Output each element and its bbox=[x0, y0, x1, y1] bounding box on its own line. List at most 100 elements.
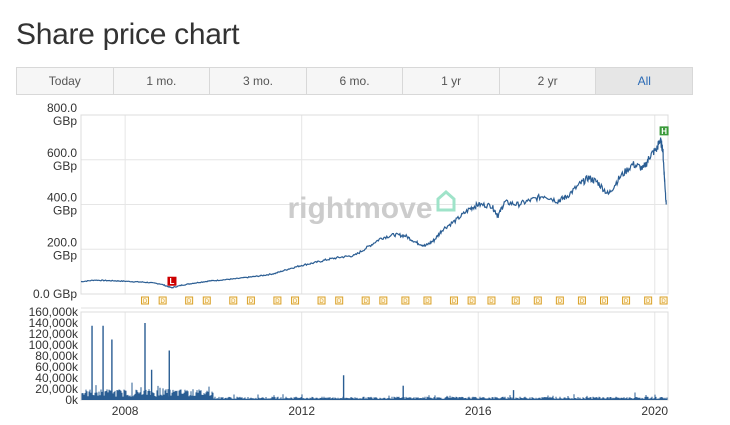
high-marker-label: H bbox=[661, 127, 667, 136]
dividend-marker-label: D bbox=[558, 299, 563, 305]
dividend-marker[interactable]: D bbox=[533, 296, 542, 305]
volume-tick-label: 0k bbox=[65, 393, 79, 407]
dividend-marker[interactable]: D bbox=[140, 296, 149, 305]
dividend-marker[interactable]: D bbox=[273, 296, 282, 305]
dividend-marker-label: D bbox=[319, 299, 324, 305]
dividend-marker[interactable]: D bbox=[622, 296, 631, 305]
low-marker-box bbox=[167, 276, 177, 286]
dividend-marker[interactable]: D bbox=[229, 296, 238, 305]
dividend-marker-label: D bbox=[249, 299, 254, 305]
high-marker-box bbox=[659, 126, 669, 136]
dividend-marker-box bbox=[600, 296, 609, 305]
tab-3-months[interactable]: 3 mo. bbox=[210, 68, 307, 94]
tab-6-months[interactable]: 6 mo. bbox=[307, 68, 404, 94]
dividend-marker[interactable]: D bbox=[379, 296, 388, 305]
dividend-marker-box bbox=[335, 296, 344, 305]
dividend-marker-label: D bbox=[452, 299, 457, 305]
page-title: Share price chart bbox=[16, 18, 240, 51]
tab-today[interactable]: Today bbox=[17, 68, 114, 94]
tab-1-year[interactable]: 1 yr bbox=[403, 68, 500, 94]
dividend-marker[interactable]: D bbox=[401, 296, 410, 305]
price-tick-label: 600.0 GBp bbox=[47, 146, 77, 173]
volume-tick-label: 20,000k bbox=[35, 382, 79, 396]
price-tick-unit: GBp bbox=[53, 204, 77, 218]
dividend-marker-box bbox=[487, 296, 496, 305]
dividend-marker[interactable]: D bbox=[487, 296, 496, 305]
dividend-marker[interactable]: D bbox=[185, 296, 194, 305]
tab-all[interactable]: All bbox=[596, 68, 693, 94]
dividend-marker[interactable]: D bbox=[246, 296, 255, 305]
tab-2-years[interactable]: 2 yr bbox=[500, 68, 597, 94]
volume-tick-label: 80,000k bbox=[35, 349, 79, 363]
dividend-marker[interactable]: D bbox=[577, 296, 586, 305]
dividend-marker[interactable]: D bbox=[467, 296, 476, 305]
dividend-marker-label: D bbox=[580, 299, 585, 305]
tab-1-month[interactable]: 1 mo. bbox=[114, 68, 211, 94]
dividend-marker-box bbox=[185, 296, 194, 305]
dividend-marker-label: D bbox=[646, 299, 651, 305]
volume-tick-label: 100,000k bbox=[29, 338, 79, 352]
volume-background-bars bbox=[81, 382, 668, 400]
dividend-marker[interactable]: D bbox=[555, 296, 564, 305]
price-tick-value: 800.0 bbox=[47, 101, 77, 115]
volume-tick-label: 160,000k bbox=[29, 305, 79, 319]
low-marker: L bbox=[167, 276, 177, 286]
volume-tick-label: 140,000k bbox=[29, 316, 79, 330]
dividend-marker-label: D bbox=[661, 299, 666, 305]
range-tabs: Today 1 mo. 3 mo. 6 mo. 1 yr 2 yr All bbox=[16, 67, 693, 95]
dividend-marker-label: D bbox=[536, 299, 541, 305]
price-tick-unit: GBp bbox=[53, 114, 77, 128]
dividend-marker-label: D bbox=[469, 299, 474, 305]
volume-tick-label: 60,000k bbox=[35, 360, 79, 374]
high-marker: H bbox=[659, 126, 669, 136]
dividend-marker[interactable]: D bbox=[317, 296, 326, 305]
dividend-marker-label: D bbox=[489, 299, 494, 305]
dividend-marker-label: D bbox=[205, 299, 210, 305]
dividend-marker-box bbox=[140, 296, 149, 305]
dividend-marker-box bbox=[317, 296, 326, 305]
dividend-marker-label: D bbox=[143, 299, 148, 305]
dividend-marker-box bbox=[158, 296, 167, 305]
price-tick-label: 400.0 GBp bbox=[47, 191, 77, 218]
dividend-marker[interactable]: D bbox=[449, 296, 458, 305]
dividend-marker-box bbox=[555, 296, 564, 305]
dividend-marker-box bbox=[423, 296, 432, 305]
dividend-marker[interactable]: D bbox=[644, 296, 653, 305]
dividend-marker[interactable]: D bbox=[361, 296, 370, 305]
price-panel-frame bbox=[80, 114, 669, 295]
dividend-marker-box bbox=[659, 296, 668, 305]
dividend-marker-label: D bbox=[602, 299, 607, 305]
dividend-marker[interactable]: D bbox=[659, 296, 668, 305]
dividend-marker-box bbox=[291, 296, 300, 305]
price-tick-value: 200.0 bbox=[47, 235, 77, 249]
dividend-marker-box bbox=[361, 296, 370, 305]
dividend-marker[interactable]: D bbox=[291, 296, 300, 305]
price-tick-label: 200.0 GBp bbox=[47, 235, 77, 262]
dividend-marker-box bbox=[379, 296, 388, 305]
price-series-line bbox=[80, 137, 667, 289]
price-tick-unit: GBp bbox=[53, 248, 77, 262]
dividend-marker[interactable]: D bbox=[600, 296, 609, 305]
volume-tick-label: 120,000k bbox=[29, 327, 79, 341]
x-tick-label: 2012 bbox=[288, 404, 315, 418]
dividend-marker-label: D bbox=[337, 299, 342, 305]
price-tick-unit: GBp bbox=[53, 159, 77, 173]
dividend-marker-box bbox=[273, 296, 282, 305]
dividend-marker-box bbox=[246, 296, 255, 305]
dividend-marker[interactable]: D bbox=[423, 296, 432, 305]
dividend-marker-label: D bbox=[275, 299, 280, 305]
dividend-marker[interactable]: D bbox=[335, 296, 344, 305]
dividend-marker-label: D bbox=[231, 299, 236, 305]
dividend-marker-label: D bbox=[187, 299, 192, 305]
price-tick-value: 400.0 bbox=[47, 191, 77, 205]
price-tick-value: 600.0 bbox=[47, 146, 77, 160]
dividend-marker[interactable]: D bbox=[158, 296, 167, 305]
dividend-marker-box bbox=[622, 296, 631, 305]
share-price-chart[interactable]: rightmove L H D D D D D D D D D D D D D D D D D D D D D D D D D 0… bbox=[0, 100, 730, 425]
dividend-marker-box bbox=[401, 296, 410, 305]
dividend-marker-label: D bbox=[293, 299, 298, 305]
dividend-marker-label: D bbox=[160, 299, 165, 305]
dividend-marker[interactable]: D bbox=[511, 296, 520, 305]
dividend-marker[interactable]: D bbox=[202, 296, 211, 305]
dividend-marker-label: D bbox=[514, 299, 519, 305]
